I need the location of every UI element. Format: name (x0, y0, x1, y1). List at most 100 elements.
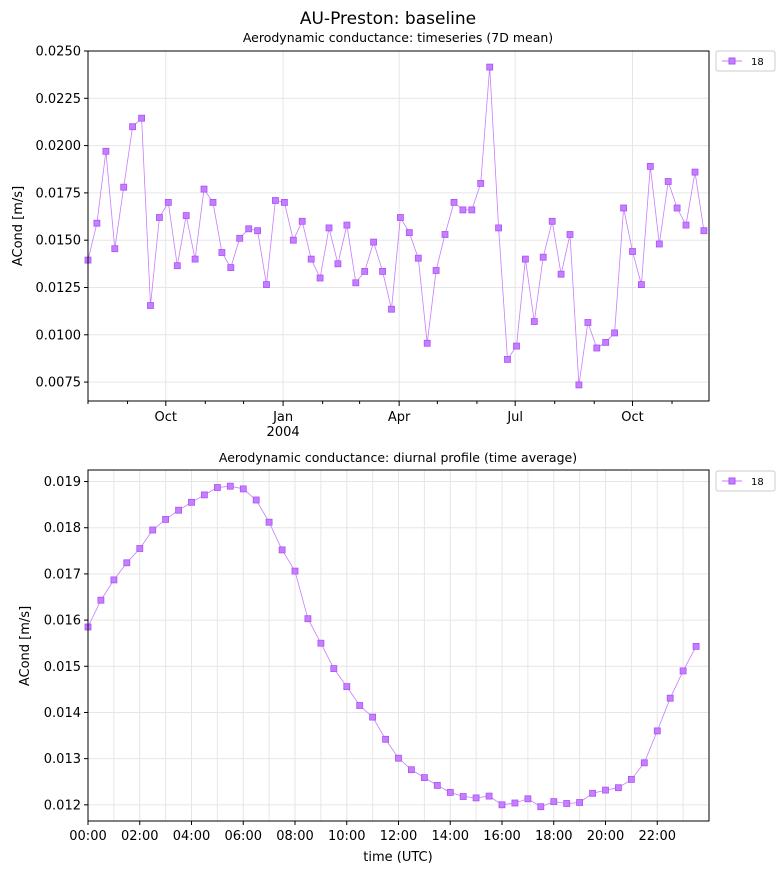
ytick-label: 0.0250 (36, 45, 82, 60)
data-point (291, 567, 299, 575)
data-point (138, 114, 146, 122)
data-point (530, 318, 538, 325)
data-point (620, 204, 627, 212)
ytick-label: 0.0175 (36, 186, 82, 201)
data-point (673, 204, 681, 212)
ytick-label: 0.019 (44, 475, 81, 490)
data-point (395, 754, 402, 762)
data-point (369, 713, 377, 721)
data-point (468, 206, 476, 214)
data-point (188, 498, 195, 506)
timeseries-axes: 0.0075 0.0100 0.0125 0.0150 0.0175 0.0200 0.02… (36, 45, 710, 440)
ytick-label: 0.0125 (36, 281, 82, 296)
xtick-label: 04:00 (173, 829, 210, 844)
data-point (602, 338, 610, 346)
xtick-label: Apr (388, 410, 411, 425)
data-point (593, 344, 601, 352)
xtick-label: Oct (621, 410, 643, 425)
timeseries-legend: 18 (715, 50, 776, 72)
data-point (638, 281, 645, 289)
data-point (433, 782, 441, 789)
data-point (486, 63, 494, 71)
data-point (304, 615, 312, 623)
data-point (239, 485, 247, 493)
figure-title: AU-Preston: baseline (300, 9, 476, 29)
ytick-label: 0.0075 (36, 376, 82, 391)
data-point (129, 123, 137, 131)
data-point (700, 227, 708, 235)
xtick-label: 16:00 (483, 829, 520, 844)
xtick-label: 10:00 (328, 829, 365, 844)
data-point (485, 792, 493, 800)
data-point (213, 484, 221, 491)
data-point (450, 198, 458, 206)
timeseries-title: Aerodynamic conductance: timeseries (7D … (243, 30, 553, 45)
series-line (87, 67, 705, 385)
legend-label: 18 (751, 57, 764, 68)
data-point (111, 245, 119, 253)
data-point (271, 197, 279, 204)
data-point (589, 789, 596, 797)
ytick-label: 0.0150 (36, 234, 82, 249)
data-point (254, 227, 262, 235)
data-point (209, 198, 217, 206)
data-point (537, 803, 545, 811)
diurnal-grid (87, 470, 709, 821)
data-point (420, 774, 428, 781)
data-point (200, 491, 208, 499)
data-point (602, 786, 609, 794)
ytick-label: 0.013 (44, 752, 81, 767)
xtick-label: 06:00 (225, 829, 262, 844)
diurnal-xlabel: time (UTC) (363, 850, 432, 865)
data-point (432, 267, 440, 274)
xtick-label: 12:00 (380, 829, 417, 844)
xtick-label: 00:00 (69, 829, 106, 844)
data-point (513, 342, 520, 350)
data-point (388, 305, 395, 313)
data-point (330, 665, 338, 672)
timeseries-series (84, 63, 708, 389)
data-point (539, 253, 547, 261)
data-point (164, 198, 172, 206)
data-point (459, 793, 467, 800)
data-point (666, 694, 674, 702)
xtick-label: 14:00 (432, 829, 469, 844)
data-point (227, 264, 235, 272)
data-point (93, 219, 101, 227)
xtick-label: Jul (506, 410, 523, 425)
data-point (307, 255, 315, 263)
data-point (407, 766, 415, 774)
data-point (352, 279, 360, 287)
data-point (236, 234, 244, 242)
data-point (615, 784, 622, 792)
ytick-label: 0.0100 (36, 328, 82, 343)
xtick-label: 22:00 (639, 829, 676, 844)
data-point (682, 221, 690, 229)
data-point (557, 270, 565, 278)
data-point (102, 147, 110, 155)
data-point (646, 162, 654, 170)
xtick-label: 08:00 (276, 829, 313, 844)
data-point (356, 702, 364, 709)
data-point (576, 799, 583, 806)
data-point (289, 236, 297, 244)
xtick-label: Oct (155, 410, 177, 425)
data-point (498, 801, 506, 809)
data-point (173, 262, 181, 270)
data-point (263, 281, 270, 289)
data-point (653, 727, 661, 735)
data-point (149, 526, 157, 534)
data-point (655, 240, 663, 248)
data-point (566, 231, 574, 238)
xtick-sublabel: 2004 (267, 425, 300, 440)
ytick-label: 0.018 (44, 521, 81, 536)
data-point (316, 274, 324, 282)
data-point (511, 799, 519, 807)
data-point (584, 319, 592, 326)
data-point (218, 249, 226, 256)
data-point (182, 212, 190, 220)
data-point (664, 178, 672, 185)
timeseries-chart: Aerodynamic conductance: timeseries (7D … (11, 30, 776, 440)
data-point (226, 482, 234, 490)
